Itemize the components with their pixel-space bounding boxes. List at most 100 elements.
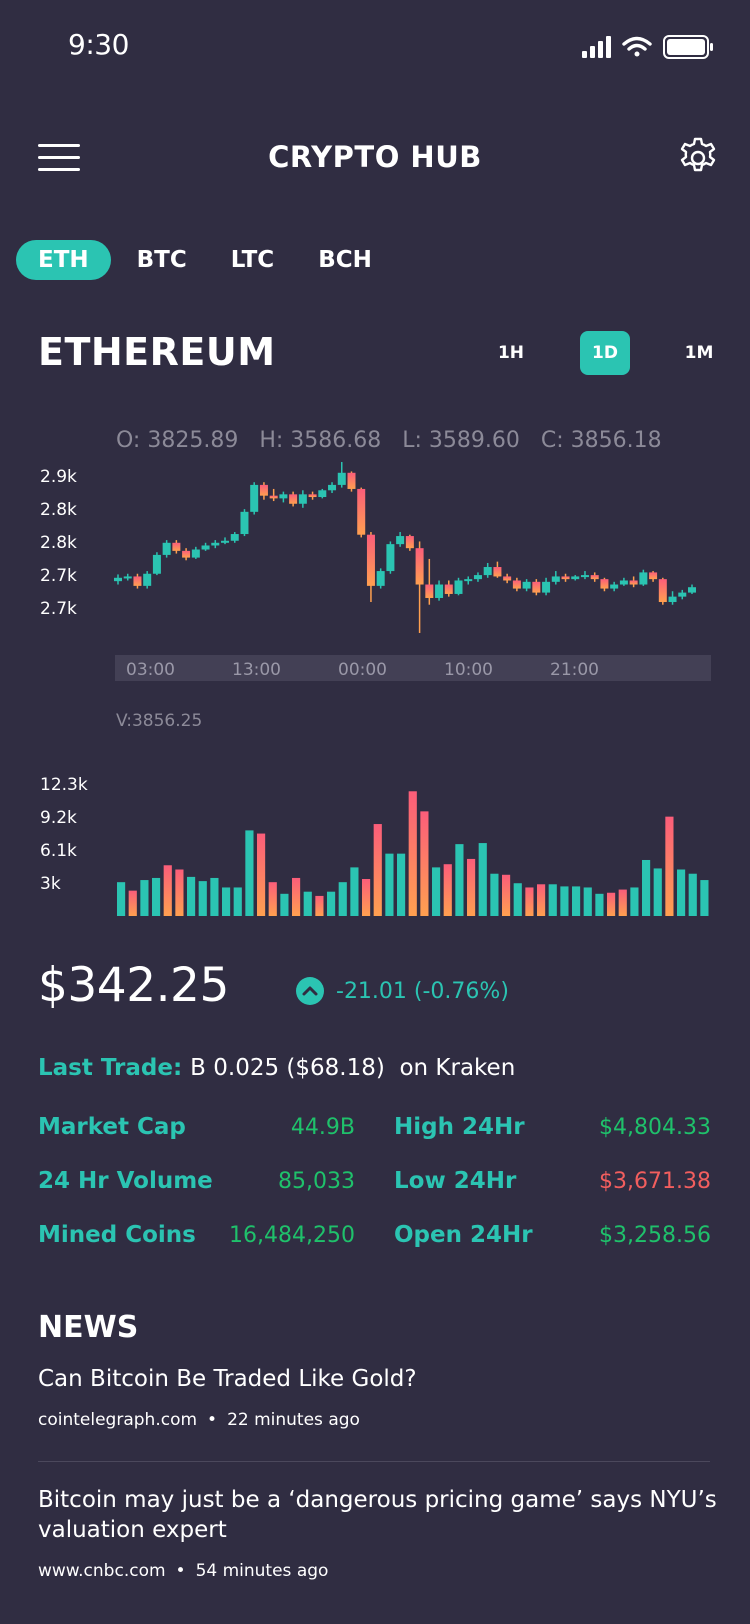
- candle: [298, 490, 307, 508]
- wifi-icon: [622, 36, 652, 57]
- volume-bar: [152, 877, 161, 916]
- candle: [639, 569, 648, 586]
- tab-ltc[interactable]: LTC: [230, 247, 275, 273]
- tab-eth[interactable]: ETH: [16, 240, 111, 280]
- open-24h-label: Open 24Hr: [394, 1222, 533, 1248]
- dot-separator: •: [207, 1410, 218, 1430]
- candle: [328, 482, 337, 493]
- volume-bar: [292, 877, 301, 916]
- signal-icon: [582, 36, 611, 58]
- timeframe-1h[interactable]: 1H: [497, 343, 525, 363]
- candle: [649, 571, 658, 582]
- candle: [590, 572, 599, 582]
- tab-bch[interactable]: BCH: [318, 247, 372, 273]
- candle: [318, 488, 327, 499]
- candle: [114, 574, 122, 585]
- candle: [191, 546, 200, 559]
- volume-bar: [665, 816, 674, 916]
- menu-button[interactable]: [38, 140, 84, 174]
- y-tick-label: 2.9k: [40, 467, 77, 487]
- dot-separator: •: [175, 1561, 186, 1581]
- volume-bar: [280, 893, 289, 916]
- last-trade-label: Last Trade:: [38, 1055, 183, 1081]
- candle: [658, 577, 667, 605]
- volume-bar: [525, 887, 534, 916]
- candle: [688, 584, 696, 594]
- news-headline[interactable]: Can Bitcoin Be Traded Like Gold?: [38, 1366, 417, 1392]
- mined-coins-label: Mined Coins: [38, 1222, 196, 1248]
- candle: [162, 540, 171, 558]
- y-tick-label: 9.2k: [40, 808, 77, 828]
- tab-btc[interactable]: BTC: [136, 247, 187, 273]
- candle: [250, 482, 259, 515]
- candle: [289, 491, 298, 507]
- volume-bar: [688, 873, 697, 916]
- news-source[interactable]: cointelegraph.com: [38, 1410, 198, 1430]
- candle: [610, 581, 619, 592]
- open-24h-value: $3,258.56: [599, 1223, 711, 1248]
- candle: [435, 580, 444, 601]
- candle: [503, 573, 512, 584]
- candle: [512, 577, 521, 592]
- ohlc-low: L: 3589.60: [402, 428, 520, 453]
- app-title: CRYPTO HUB: [268, 140, 482, 174]
- volume-bar: [408, 791, 417, 916]
- volume-bar: [385, 853, 394, 916]
- candle: [259, 482, 268, 500]
- candle: [376, 568, 385, 589]
- candle: [464, 576, 473, 585]
- candle: [629, 576, 638, 588]
- candle: [123, 573, 132, 581]
- candle: [152, 552, 161, 576]
- candle: [240, 509, 249, 537]
- y-tick-label: 12.3k: [40, 775, 88, 795]
- volume-24h-label: 24 Hr Volume: [38, 1168, 213, 1194]
- volume-bar: [315, 895, 324, 916]
- candle: [551, 571, 560, 585]
- news-title: NEWS: [38, 1310, 139, 1345]
- x-tick-label: 13:00: [232, 660, 281, 680]
- volume-bar: [140, 880, 149, 916]
- ohlc-open: O: 3825.89: [116, 428, 239, 453]
- candle: [561, 573, 570, 582]
- price-chart[interactable]: 2.9k 2.8k 2.8k 2.7k 2.7k 03:00 13:00 00:00 10:0…: [0, 460, 750, 690]
- volume-bar: [443, 864, 452, 916]
- last-trade: Last Trade: B 0.025 ($68.18) on Kraken: [38, 1055, 515, 1081]
- volume-bar: [350, 867, 359, 916]
- volume-bar: [163, 865, 172, 916]
- candle: [619, 577, 628, 586]
- candle: [172, 540, 181, 554]
- candle: [269, 488, 278, 502]
- volume-bar: [233, 887, 242, 916]
- last-trade-value: B 0.025 ($68.18): [190, 1055, 385, 1081]
- y-tick-label: 2.8k: [40, 533, 77, 553]
- low-24h-value: $3,671.38: [599, 1169, 711, 1194]
- x-tick-label: 00:00: [338, 660, 387, 680]
- settings-button[interactable]: [676, 136, 720, 180]
- volume-bar: [490, 873, 499, 916]
- candle: [347, 471, 356, 492]
- volume-bar: [175, 869, 184, 916]
- timeframe-1m[interactable]: 1M: [684, 343, 714, 363]
- candle: [542, 577, 551, 596]
- volume-bar: [222, 887, 231, 916]
- candle: [454, 577, 463, 596]
- candle: [279, 491, 288, 503]
- candle: [405, 534, 414, 551]
- volume-bar: [373, 824, 382, 916]
- volume-bar: [677, 869, 686, 916]
- candle: [532, 579, 541, 596]
- news-meta: cointelegraph.com • 22 minutes ago: [38, 1410, 360, 1430]
- timeframe-1d[interactable]: 1D: [580, 331, 630, 375]
- volume-bar: [467, 858, 476, 916]
- news-headline[interactable]: Bitcoin may just be a ‘dangerous pricing…: [38, 1487, 717, 1543]
- menu-icon-line: [38, 168, 80, 171]
- y-tick-label: 6.1k: [40, 841, 77, 861]
- chevron-up-icon: [296, 977, 324, 1005]
- volume-chart: 12.3k 9.2k 6.1k 3k: [40, 775, 709, 916]
- coin-name: ETHEREUM: [38, 330, 276, 374]
- news-source[interactable]: www.cnbc.com: [38, 1561, 166, 1581]
- x-tick-label: 21:00: [550, 660, 599, 680]
- battery-icon: [663, 35, 713, 59]
- volume-bar: [595, 893, 604, 916]
